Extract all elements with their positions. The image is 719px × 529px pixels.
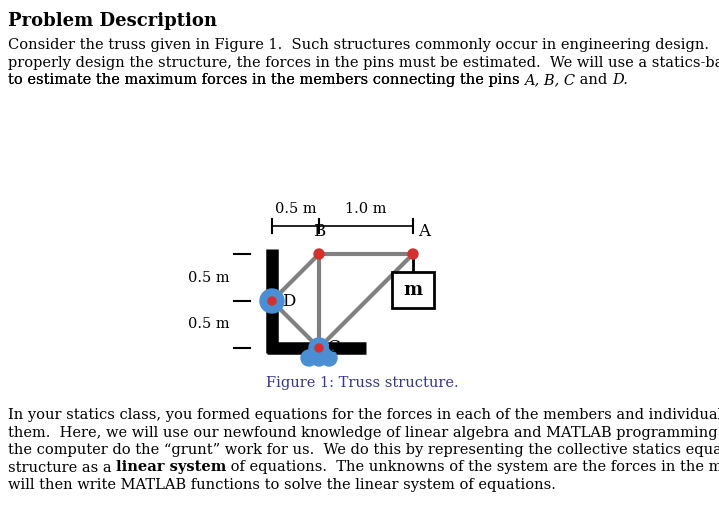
- Text: D: D: [282, 293, 296, 309]
- Text: m: m: [403, 281, 423, 299]
- Text: to estimate the maximum forces in the members connecting the pins: to estimate the maximum forces in the me…: [8, 73, 524, 87]
- Circle shape: [315, 344, 323, 352]
- Text: A, B, C: A, B, C: [524, 73, 575, 87]
- Circle shape: [268, 297, 276, 305]
- Circle shape: [301, 350, 317, 366]
- Circle shape: [314, 249, 324, 259]
- Text: to estimate the maximum forces in the members connecting the pins: to estimate the maximum forces in the me…: [8, 73, 524, 87]
- Text: D.: D.: [613, 73, 628, 87]
- Text: them.  Here, we will use our newfound knowledge of linear algebra and MATLAB pro: them. Here, we will use our newfound kno…: [8, 425, 719, 440]
- Text: and: and: [575, 73, 613, 87]
- Text: 0.5 m: 0.5 m: [188, 270, 230, 285]
- Circle shape: [321, 350, 337, 366]
- Bar: [392, 272, 434, 308]
- Text: 0.5 m: 0.5 m: [188, 317, 230, 332]
- Circle shape: [309, 338, 329, 358]
- Text: the computer do the “grunt” work for us.  We do this by representing the collect: the computer do the “grunt” work for us.…: [8, 443, 719, 457]
- Text: linear system: linear system: [116, 461, 226, 475]
- Text: B: B: [313, 223, 325, 240]
- Text: structure as a: structure as a: [8, 461, 116, 475]
- Text: Consider the truss given in Figure 1.  Such structures commonly occur in enginee: Consider the truss given in Figure 1. Su…: [8, 38, 719, 52]
- Text: 0.5 m: 0.5 m: [275, 202, 316, 216]
- Circle shape: [260, 289, 284, 313]
- Text: will then write MATLAB functions to solve the linear system of equations.: will then write MATLAB functions to solv…: [8, 478, 556, 492]
- Circle shape: [408, 249, 418, 259]
- Text: Problem Description: Problem Description: [8, 12, 217, 30]
- Circle shape: [311, 350, 327, 366]
- Text: In your statics class, you formed equations for the forces in each of the member: In your statics class, you formed equati…: [8, 408, 719, 422]
- Text: properly design the structure, the forces in the pins must be estimated.  We wil: properly design the structure, the force…: [8, 56, 719, 69]
- Text: Figure 1: Truss structure.: Figure 1: Truss structure.: [266, 376, 459, 390]
- Text: of equations.  The unknowns of the system are the forces in the members.  We: of equations. The unknowns of the system…: [226, 461, 719, 475]
- Text: C: C: [327, 340, 339, 357]
- Text: 1.0 m: 1.0 m: [345, 202, 387, 216]
- Text: A: A: [418, 223, 430, 240]
